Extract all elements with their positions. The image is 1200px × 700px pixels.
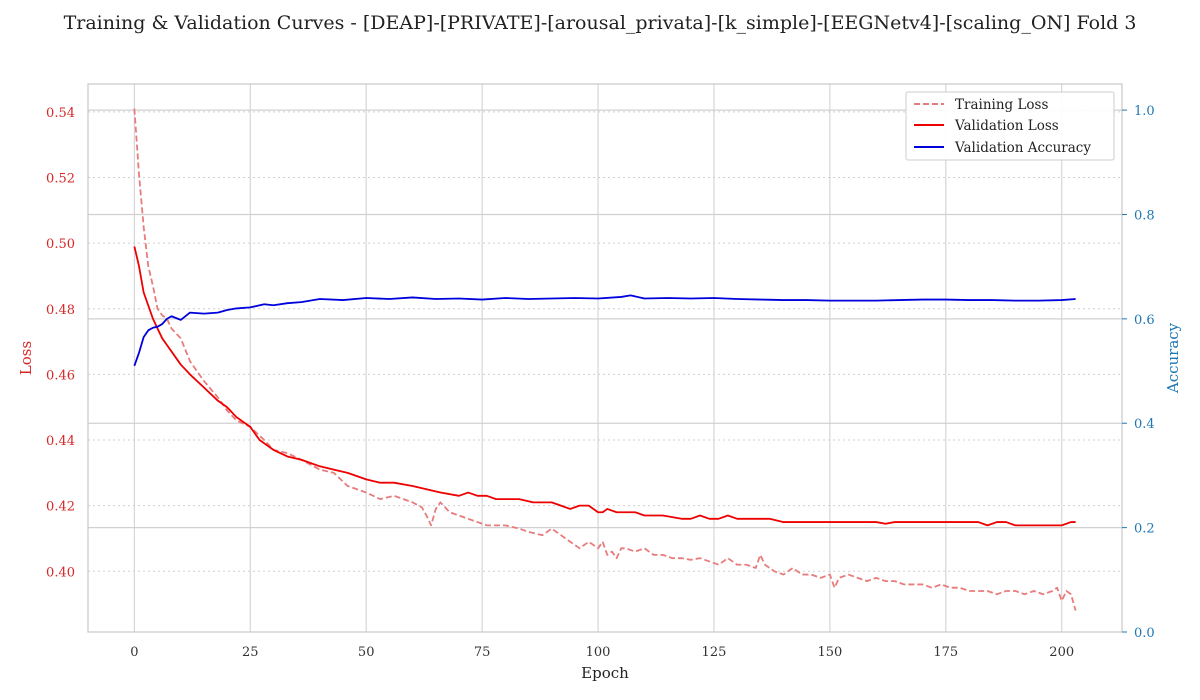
left-y-tick-label: 0.52 [46, 172, 75, 187]
left-y-tick-label: 0.48 [46, 303, 75, 318]
x-axis-ticks: 0 25 50 75 100 125 150 175 200 [130, 645, 1074, 660]
left-y-axis-label: Loss [17, 341, 35, 375]
x-tick-label: 25 [242, 645, 259, 660]
x-tick-label: 100 [586, 645, 611, 660]
x-tick-label: 125 [702, 645, 727, 660]
validation-accuracy-line [133, 294, 1076, 367]
right-y-tick-label: 0.4 [1134, 417, 1155, 432]
x-gridlines [133, 84, 1063, 632]
plot-area [87, 83, 1123, 633]
legend-box [905, 91, 1115, 161]
legend-label-validation-loss: Validation Loss [954, 118, 1059, 134]
left-y-tick-label: 0.54 [46, 106, 75, 121]
right-y-tick-label: 1.0 [1134, 104, 1155, 119]
x-tick-label: 200 [1049, 645, 1074, 660]
x-tick-label: 150 [817, 645, 842, 660]
right-y-tick-label: 0.6 [1134, 313, 1155, 328]
right-y-gridlines [88, 109, 1122, 529]
training-loss-line [133, 108, 1077, 611]
left-y-axis-ticks: 0.40 0.42 0.44 0.46 0.48 0.50 0.52 0.54 [46, 106, 75, 580]
left-y-tick-label: 0.42 [46, 500, 75, 515]
validation-loss-line [133, 246, 1076, 527]
left-y-tick-label: 0.50 [46, 237, 75, 252]
series-layer [133, 108, 1077, 611]
right-y-axis-label: Accuracy [1164, 322, 1182, 394]
left-y-tick-label: 0.40 [46, 565, 75, 580]
legend: Training Loss Validation Loss Validation… [905, 91, 1115, 161]
chart-title: Training & Validation Curves - [DEAP]-[P… [64, 12, 1137, 34]
x-tick-label: 175 [933, 645, 958, 660]
x-tick-label: 75 [474, 645, 491, 660]
left-y-tick-label: 0.44 [46, 434, 75, 449]
x-tick-label: 50 [358, 645, 375, 660]
left-y-tick-label: 0.46 [46, 368, 75, 383]
plot-frame [87, 83, 1123, 633]
right-y-tick-label: 0.2 [1134, 522, 1155, 537]
right-y-tick-label: 0.8 [1134, 208, 1155, 223]
right-y-axis-ticks: 0.0 0.2 0.4 0.6 0.8 1.0 [1122, 104, 1155, 641]
left-y-gridlines [88, 111, 1122, 572]
legend-label-training-loss: Training Loss [955, 97, 1048, 113]
x-tick-label: 0 [130, 645, 138, 660]
right-y-tick-label: 0.0 [1134, 626, 1155, 641]
legend-label-validation-accuracy: Validation Accuracy [954, 140, 1091, 156]
x-axis-label: Epoch [581, 664, 629, 682]
